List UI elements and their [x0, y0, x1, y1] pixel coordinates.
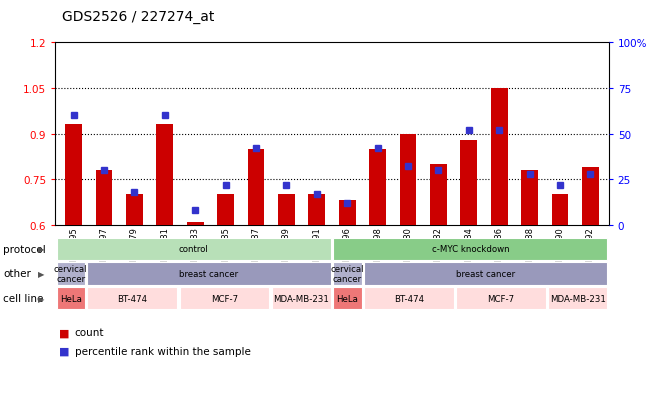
- Bar: [65, 125, 82, 225]
- Text: control: control: [179, 244, 208, 254]
- Text: cervical
cancer: cervical cancer: [54, 264, 87, 283]
- Text: percentile rank within the sample: percentile rank within the sample: [75, 346, 251, 356]
- Bar: [333, 263, 361, 285]
- Bar: [521, 171, 538, 225]
- Text: other: other: [3, 269, 31, 279]
- Text: MCF-7: MCF-7: [488, 294, 515, 303]
- Bar: [156, 125, 173, 225]
- Bar: [460, 140, 477, 225]
- Bar: [333, 238, 607, 260]
- Bar: [364, 263, 607, 285]
- Text: c-MYC knockdown: c-MYC knockdown: [432, 244, 509, 254]
- Text: ▶: ▶: [38, 244, 44, 254]
- Bar: [87, 287, 177, 310]
- Bar: [217, 195, 234, 225]
- Bar: [180, 287, 270, 310]
- Text: cervical
cancer: cervical cancer: [331, 264, 364, 283]
- Bar: [309, 195, 325, 225]
- Bar: [126, 195, 143, 225]
- Text: HeLa: HeLa: [60, 294, 81, 303]
- Bar: [57, 263, 85, 285]
- Text: MDA-MB-231: MDA-MB-231: [550, 294, 606, 303]
- Text: ▶: ▶: [38, 269, 44, 278]
- Bar: [339, 201, 355, 225]
- Bar: [491, 89, 508, 225]
- Bar: [333, 287, 361, 310]
- Bar: [456, 287, 546, 310]
- Bar: [364, 287, 454, 310]
- Bar: [96, 171, 113, 225]
- Text: ▶: ▶: [38, 294, 44, 303]
- Bar: [247, 150, 264, 225]
- Text: HeLa: HeLa: [337, 294, 358, 303]
- Text: count: count: [75, 328, 104, 337]
- Bar: [271, 287, 331, 310]
- Bar: [551, 195, 568, 225]
- Text: breast cancer: breast cancer: [456, 269, 516, 278]
- Text: ■: ■: [59, 328, 69, 337]
- Bar: [548, 287, 607, 310]
- Text: BT-474: BT-474: [117, 294, 147, 303]
- Text: protocol: protocol: [3, 244, 46, 254]
- Text: cell line: cell line: [3, 294, 44, 304]
- Bar: [582, 168, 599, 225]
- Text: GDS2526 / 227274_at: GDS2526 / 227274_at: [62, 10, 214, 24]
- Bar: [278, 195, 295, 225]
- Bar: [57, 287, 85, 310]
- Bar: [87, 263, 331, 285]
- Text: BT-474: BT-474: [394, 294, 424, 303]
- Text: MCF-7: MCF-7: [211, 294, 238, 303]
- Bar: [400, 134, 417, 225]
- Bar: [369, 150, 386, 225]
- Text: breast cancer: breast cancer: [180, 269, 239, 278]
- Bar: [57, 238, 331, 260]
- Text: MDA-MB-231: MDA-MB-231: [273, 294, 329, 303]
- Bar: [187, 222, 204, 225]
- Text: ■: ■: [59, 346, 69, 356]
- Bar: [430, 164, 447, 225]
